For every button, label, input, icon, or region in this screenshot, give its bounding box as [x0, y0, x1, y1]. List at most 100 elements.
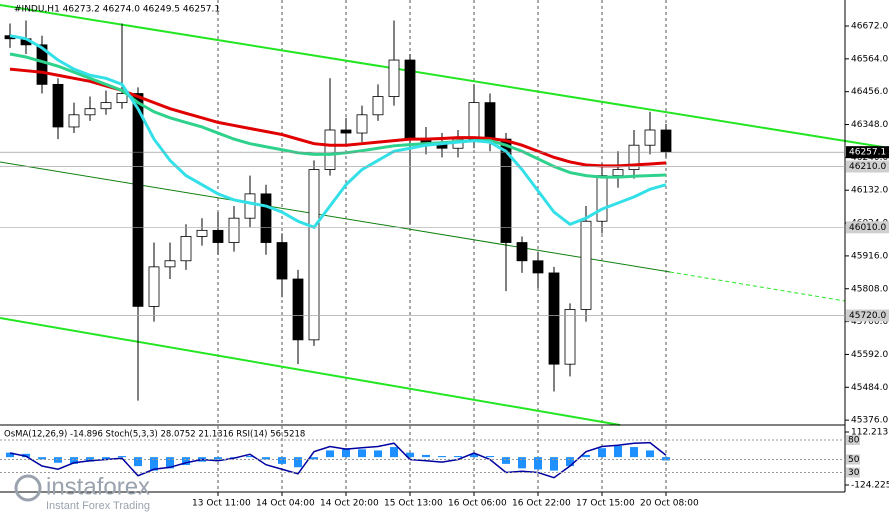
osma-bar — [246, 456, 254, 458]
osma-bar — [598, 448, 606, 458]
osma-bar — [454, 456, 462, 458]
osma-bar — [102, 457, 110, 460]
channel-middle — [0, 161, 671, 273]
x-tick-label: 20 Oct 08:00 — [640, 499, 699, 509]
y-tick-label: 46348.0 — [851, 120, 888, 130]
candle-body — [532, 260, 544, 274]
candle-body — [404, 59, 416, 140]
y-tick-label: 45700.0 — [851, 317, 888, 327]
candle-body — [612, 169, 624, 177]
price-label-bg — [846, 221, 889, 234]
candle-body — [324, 129, 336, 170]
osma-bar — [342, 448, 350, 458]
osma-bar — [6, 452, 14, 458]
osma-bar — [166, 457, 174, 469]
osma-bar — [182, 457, 190, 465]
y-tick-label: 46672.0 — [851, 21, 888, 31]
candle-body — [628, 144, 640, 170]
watermark-name: instaforex — [46, 473, 150, 500]
candle-body — [564, 309, 576, 365]
osma-bar — [662, 457, 670, 461]
osma-bar — [374, 450, 382, 458]
candle-body — [212, 229, 224, 243]
osma-bar — [630, 447, 638, 458]
price-label-bg — [846, 309, 889, 322]
candle-body — [660, 129, 672, 153]
osma-bar — [310, 457, 318, 460]
candle-body — [500, 138, 512, 243]
candle-body — [148, 266, 160, 307]
candle-body — [388, 59, 400, 97]
y-tick-label: 46456.0 — [851, 87, 888, 97]
osma-bar — [486, 456, 494, 458]
price-label: 45720.0 — [849, 311, 886, 321]
level-label-bg — [846, 454, 860, 465]
osma-bar — [534, 457, 542, 470]
osma-bar — [470, 453, 478, 458]
candle-body — [260, 193, 272, 243]
y-tick-label: 112.213 — [851, 428, 888, 438]
candle-body — [244, 193, 256, 219]
osma-bar — [582, 454, 590, 458]
channel-lower — [0, 317, 621, 426]
price-label: 46210.0 — [849, 162, 886, 172]
level-label-bg — [846, 435, 860, 445]
x-tick-label: 15 Oct 13:00 — [384, 499, 443, 509]
candle-body — [36, 44, 48, 85]
candle-body — [308, 169, 320, 341]
oscillator-line — [9, 441, 667, 479]
osma-bar — [566, 457, 574, 467]
logo — [14, 474, 42, 502]
candle-body — [276, 242, 288, 280]
candle-body — [548, 272, 560, 365]
candle-body — [164, 260, 176, 268]
candle-body — [132, 93, 144, 307]
osma-bar — [326, 450, 334, 458]
candle-body — [372, 96, 384, 116]
osma-bar — [70, 457, 78, 464]
osma-bar — [614, 445, 622, 458]
candle-body — [468, 102, 480, 140]
price-label: 46010.0 — [849, 223, 886, 233]
candle-body — [100, 102, 112, 110]
osma-bar — [150, 457, 158, 471]
y-tick-label: 46132.0 — [851, 186, 888, 196]
candle-body — [52, 83, 64, 128]
osma-bar — [294, 457, 302, 468]
osma-bar — [38, 457, 46, 460]
y2-tick-label: 80 — [848, 436, 860, 446]
x-tick-label: 16 Oct 06:00 — [448, 499, 507, 509]
y2-tick-label: 30 — [848, 468, 860, 478]
candle-body — [644, 129, 656, 146]
x-tick-label: 16 Oct 22:00 — [512, 499, 571, 509]
y-tick-label: -124.225 — [851, 481, 889, 491]
candle-body — [68, 114, 80, 128]
candle-body — [596, 175, 608, 222]
watermark: instaforex Instant Forex Trading — [14, 473, 150, 512]
price-label-bg — [846, 146, 889, 159]
osma-bar — [422, 454, 430, 458]
osma-bar — [518, 457, 526, 469]
price-label-bg — [846, 160, 889, 173]
osma-bar — [406, 452, 414, 458]
osma-bar — [214, 457, 222, 460]
osma-bar — [438, 456, 446, 458]
osma-bar — [358, 449, 366, 458]
candle-body — [484, 102, 496, 140]
y-tick-label: 45592.0 — [851, 350, 888, 360]
x-tick-label: 14 Oct 20:00 — [320, 499, 379, 509]
candle-body — [340, 129, 352, 134]
watermark-tagline: Instant Forex Trading — [46, 500, 150, 512]
moving-average — [9, 34, 667, 230]
y2-tick-label: 50 — [848, 455, 860, 465]
price-label: 46257.1 — [849, 148, 886, 158]
oscillator-title: OsMA(12,26,9) -14.896 Stoch(5,3,3) 28.07… — [4, 430, 305, 440]
y-tick-label: 45808.0 — [851, 284, 888, 294]
y-tick-label: 45376.0 — [851, 416, 888, 426]
channel-upper — [0, 4, 889, 149]
osma-bar — [134, 457, 142, 467]
candle-body — [356, 114, 368, 134]
x-tick-label: 13 Oct 11:00 — [192, 499, 251, 509]
osma-bar — [646, 450, 654, 458]
